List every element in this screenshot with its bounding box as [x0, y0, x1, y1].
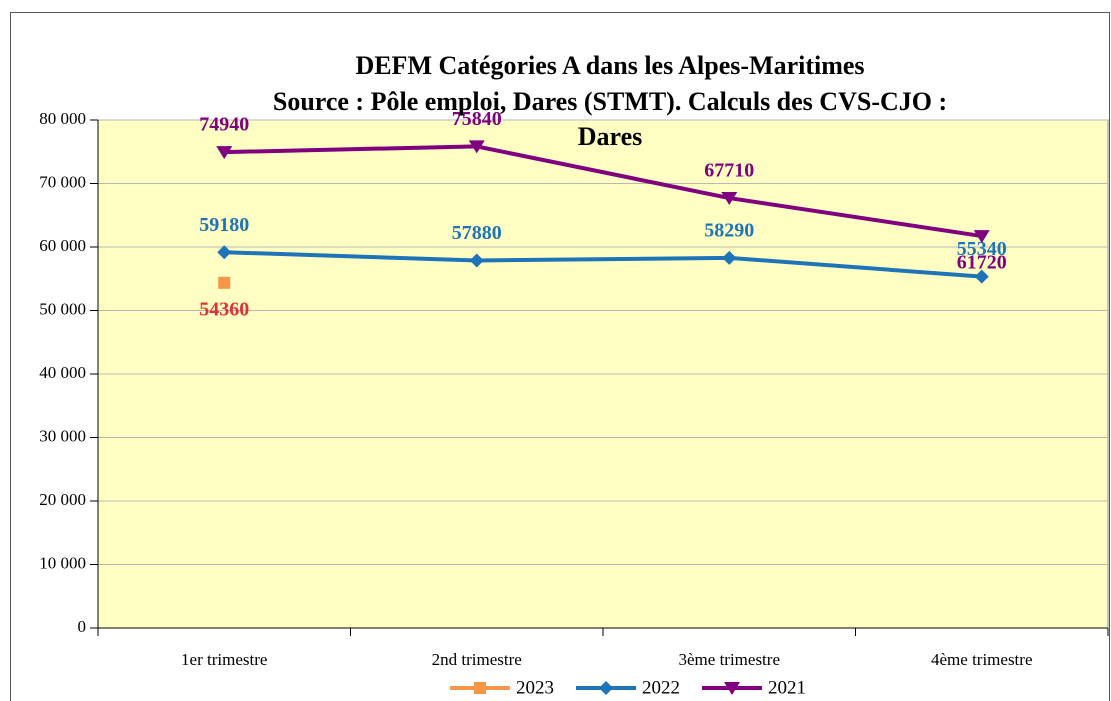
data-label: 59180	[199, 214, 249, 236]
y-tick-label: 70 000	[39, 172, 86, 191]
plot-area: 0 10 000 20 000 30 000 40 000 50 000 60 000 70 …	[39, 108, 1109, 669]
chart-title: DEFM Catégories A dans les Alpes-Maritim…	[355, 51, 864, 80]
x-tick-label: 3ème trimestre	[679, 650, 781, 669]
chart-title: Dares	[578, 122, 643, 151]
y-tick-label: 0	[78, 617, 87, 636]
data-label: 75840	[452, 108, 502, 130]
x-tick-label: 1er trimestre	[181, 650, 267, 669]
data-label: 67710	[704, 160, 754, 182]
y-tick-label: 20 000	[39, 490, 86, 509]
series-line	[224, 144, 983, 239]
data-label: 55340	[957, 238, 1007, 260]
data-label: 61720	[957, 252, 1007, 274]
marker	[599, 681, 613, 695]
data-label: 54360	[199, 298, 249, 320]
y-tick-label: 60 000	[39, 236, 86, 255]
y-tick-label: 50 000	[39, 299, 86, 318]
y-tick-label: 30 000	[39, 426, 86, 445]
y-tick-label: 10 000	[39, 553, 86, 572]
y-tick-label: 80 000	[39, 109, 86, 128]
legend-label: 2021	[768, 677, 806, 698]
x-tick-label: 4ème trimestre	[931, 650, 1033, 669]
chart-title: Source : Pôle emploi, Dares (STMT). Calc…	[273, 87, 947, 116]
data-label: 58290	[704, 219, 754, 241]
data-label: 74940	[199, 114, 249, 136]
marker	[721, 192, 738, 206]
data-label: 57880	[452, 222, 502, 244]
marker	[724, 682, 740, 695]
marker	[216, 146, 233, 160]
marker	[468, 140, 485, 154]
y-tick-label: 40 000	[39, 363, 86, 382]
marker	[469, 253, 484, 268]
x-tick-label: 2nd trimestre	[432, 650, 522, 669]
legend-label: 2022	[642, 677, 680, 698]
series-line	[224, 250, 982, 279]
marker	[974, 269, 989, 284]
marker	[474, 682, 486, 694]
marker	[217, 245, 232, 260]
marker	[722, 250, 737, 265]
marker	[218, 276, 231, 289]
marker	[973, 230, 990, 244]
legend-label: 2023	[516, 677, 554, 698]
